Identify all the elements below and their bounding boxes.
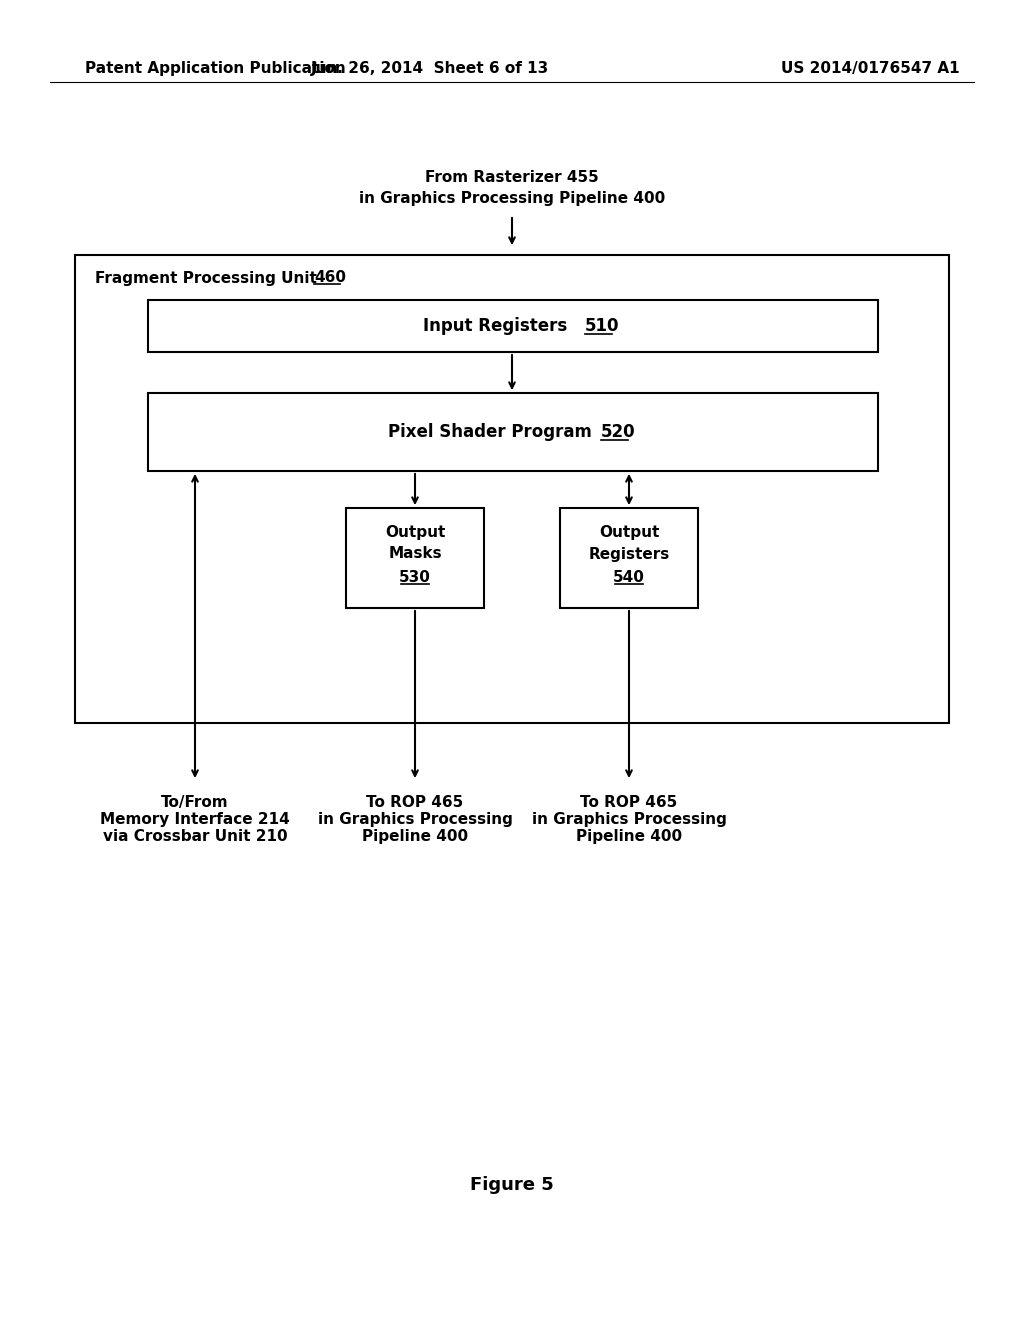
- Text: To ROP 465: To ROP 465: [581, 795, 678, 810]
- Bar: [75, 255, 949, 723]
- Text: Fragment Processing Unit: Fragment Processing Unit: [95, 271, 323, 285]
- Text: in Graphics Processing Pipeline 400: in Graphics Processing Pipeline 400: [358, 190, 666, 206]
- Text: Figure 5: Figure 5: [470, 1176, 554, 1195]
- Text: Input Registers: Input Registers: [423, 317, 573, 335]
- Text: via Crossbar Unit 210: via Crossbar Unit 210: [102, 829, 288, 843]
- Text: Output: Output: [385, 524, 445, 540]
- Text: Pipeline 400: Pipeline 400: [361, 829, 468, 843]
- Text: Patent Application Publication: Patent Application Publication: [85, 61, 346, 75]
- Bar: [560, 508, 698, 609]
- Text: Masks: Masks: [388, 546, 441, 561]
- Text: 510: 510: [585, 317, 620, 335]
- Text: Output: Output: [599, 524, 659, 540]
- Text: US 2014/0176547 A1: US 2014/0176547 A1: [780, 61, 959, 75]
- Text: 530: 530: [399, 570, 431, 586]
- Text: Jun. 26, 2014  Sheet 6 of 13: Jun. 26, 2014 Sheet 6 of 13: [311, 61, 549, 75]
- Text: From Rasterizer 455: From Rasterizer 455: [425, 170, 599, 186]
- Text: 460: 460: [314, 271, 346, 285]
- Text: Pipeline 400: Pipeline 400: [575, 829, 682, 843]
- Bar: [346, 508, 484, 609]
- Bar: [148, 393, 878, 471]
- Text: Memory Interface 214: Memory Interface 214: [100, 812, 290, 828]
- Text: in Graphics Processing: in Graphics Processing: [317, 812, 512, 828]
- Text: Registers: Registers: [589, 546, 670, 561]
- Text: To ROP 465: To ROP 465: [367, 795, 464, 810]
- Text: 520: 520: [601, 422, 636, 441]
- Text: 540: 540: [613, 570, 645, 586]
- Text: To/From: To/From: [161, 795, 228, 810]
- Text: in Graphics Processing: in Graphics Processing: [531, 812, 726, 828]
- Bar: [148, 300, 878, 352]
- Text: Pixel Shader Program: Pixel Shader Program: [388, 422, 598, 441]
